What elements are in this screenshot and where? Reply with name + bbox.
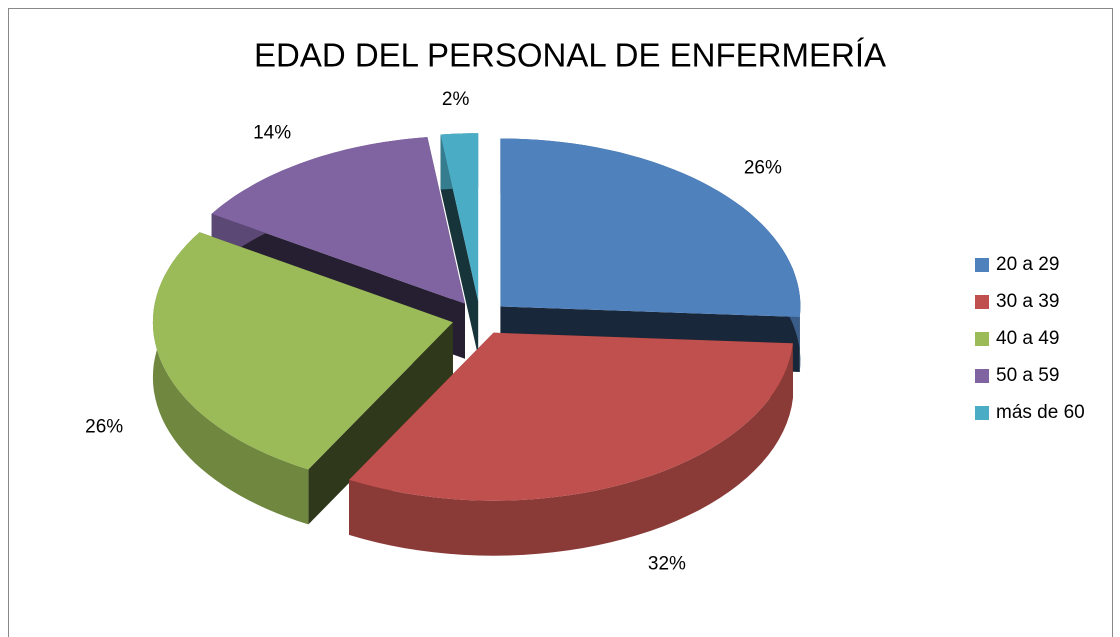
slice-side	[308, 322, 453, 525]
legend-label: más de 60	[996, 402, 1085, 423]
slice	[440, 133, 479, 302]
data-label: 2%	[442, 89, 470, 110]
slice-side	[440, 134, 479, 357]
legend-label: 40 a 49	[996, 328, 1059, 349]
legend-swatch	[975, 258, 989, 272]
data-label: 26%	[744, 158, 782, 179]
slice	[211, 137, 465, 304]
legend-label: 30 a 39	[996, 291, 1059, 312]
legend-label: 20 a 29	[996, 254, 1059, 275]
slice	[152, 232, 453, 470]
legend-swatch	[975, 332, 989, 346]
chart-title: EDAD DEL PERSONAL DE ENFERMERÍA	[254, 37, 886, 74]
data-label: 26%	[85, 416, 123, 437]
legend-swatch	[975, 406, 989, 420]
slice	[349, 332, 793, 501]
legend-swatch	[975, 295, 989, 309]
slice-wall	[152, 232, 309, 525]
legend-label: 50 a 59	[996, 365, 1059, 386]
chart-border	[8, 8, 1113, 637]
legend-swatch	[975, 369, 989, 383]
data-label: 14%	[253, 123, 291, 144]
slice-wall	[349, 343, 793, 556]
slice	[500, 138, 801, 317]
data-label: 32%	[648, 553, 686, 574]
